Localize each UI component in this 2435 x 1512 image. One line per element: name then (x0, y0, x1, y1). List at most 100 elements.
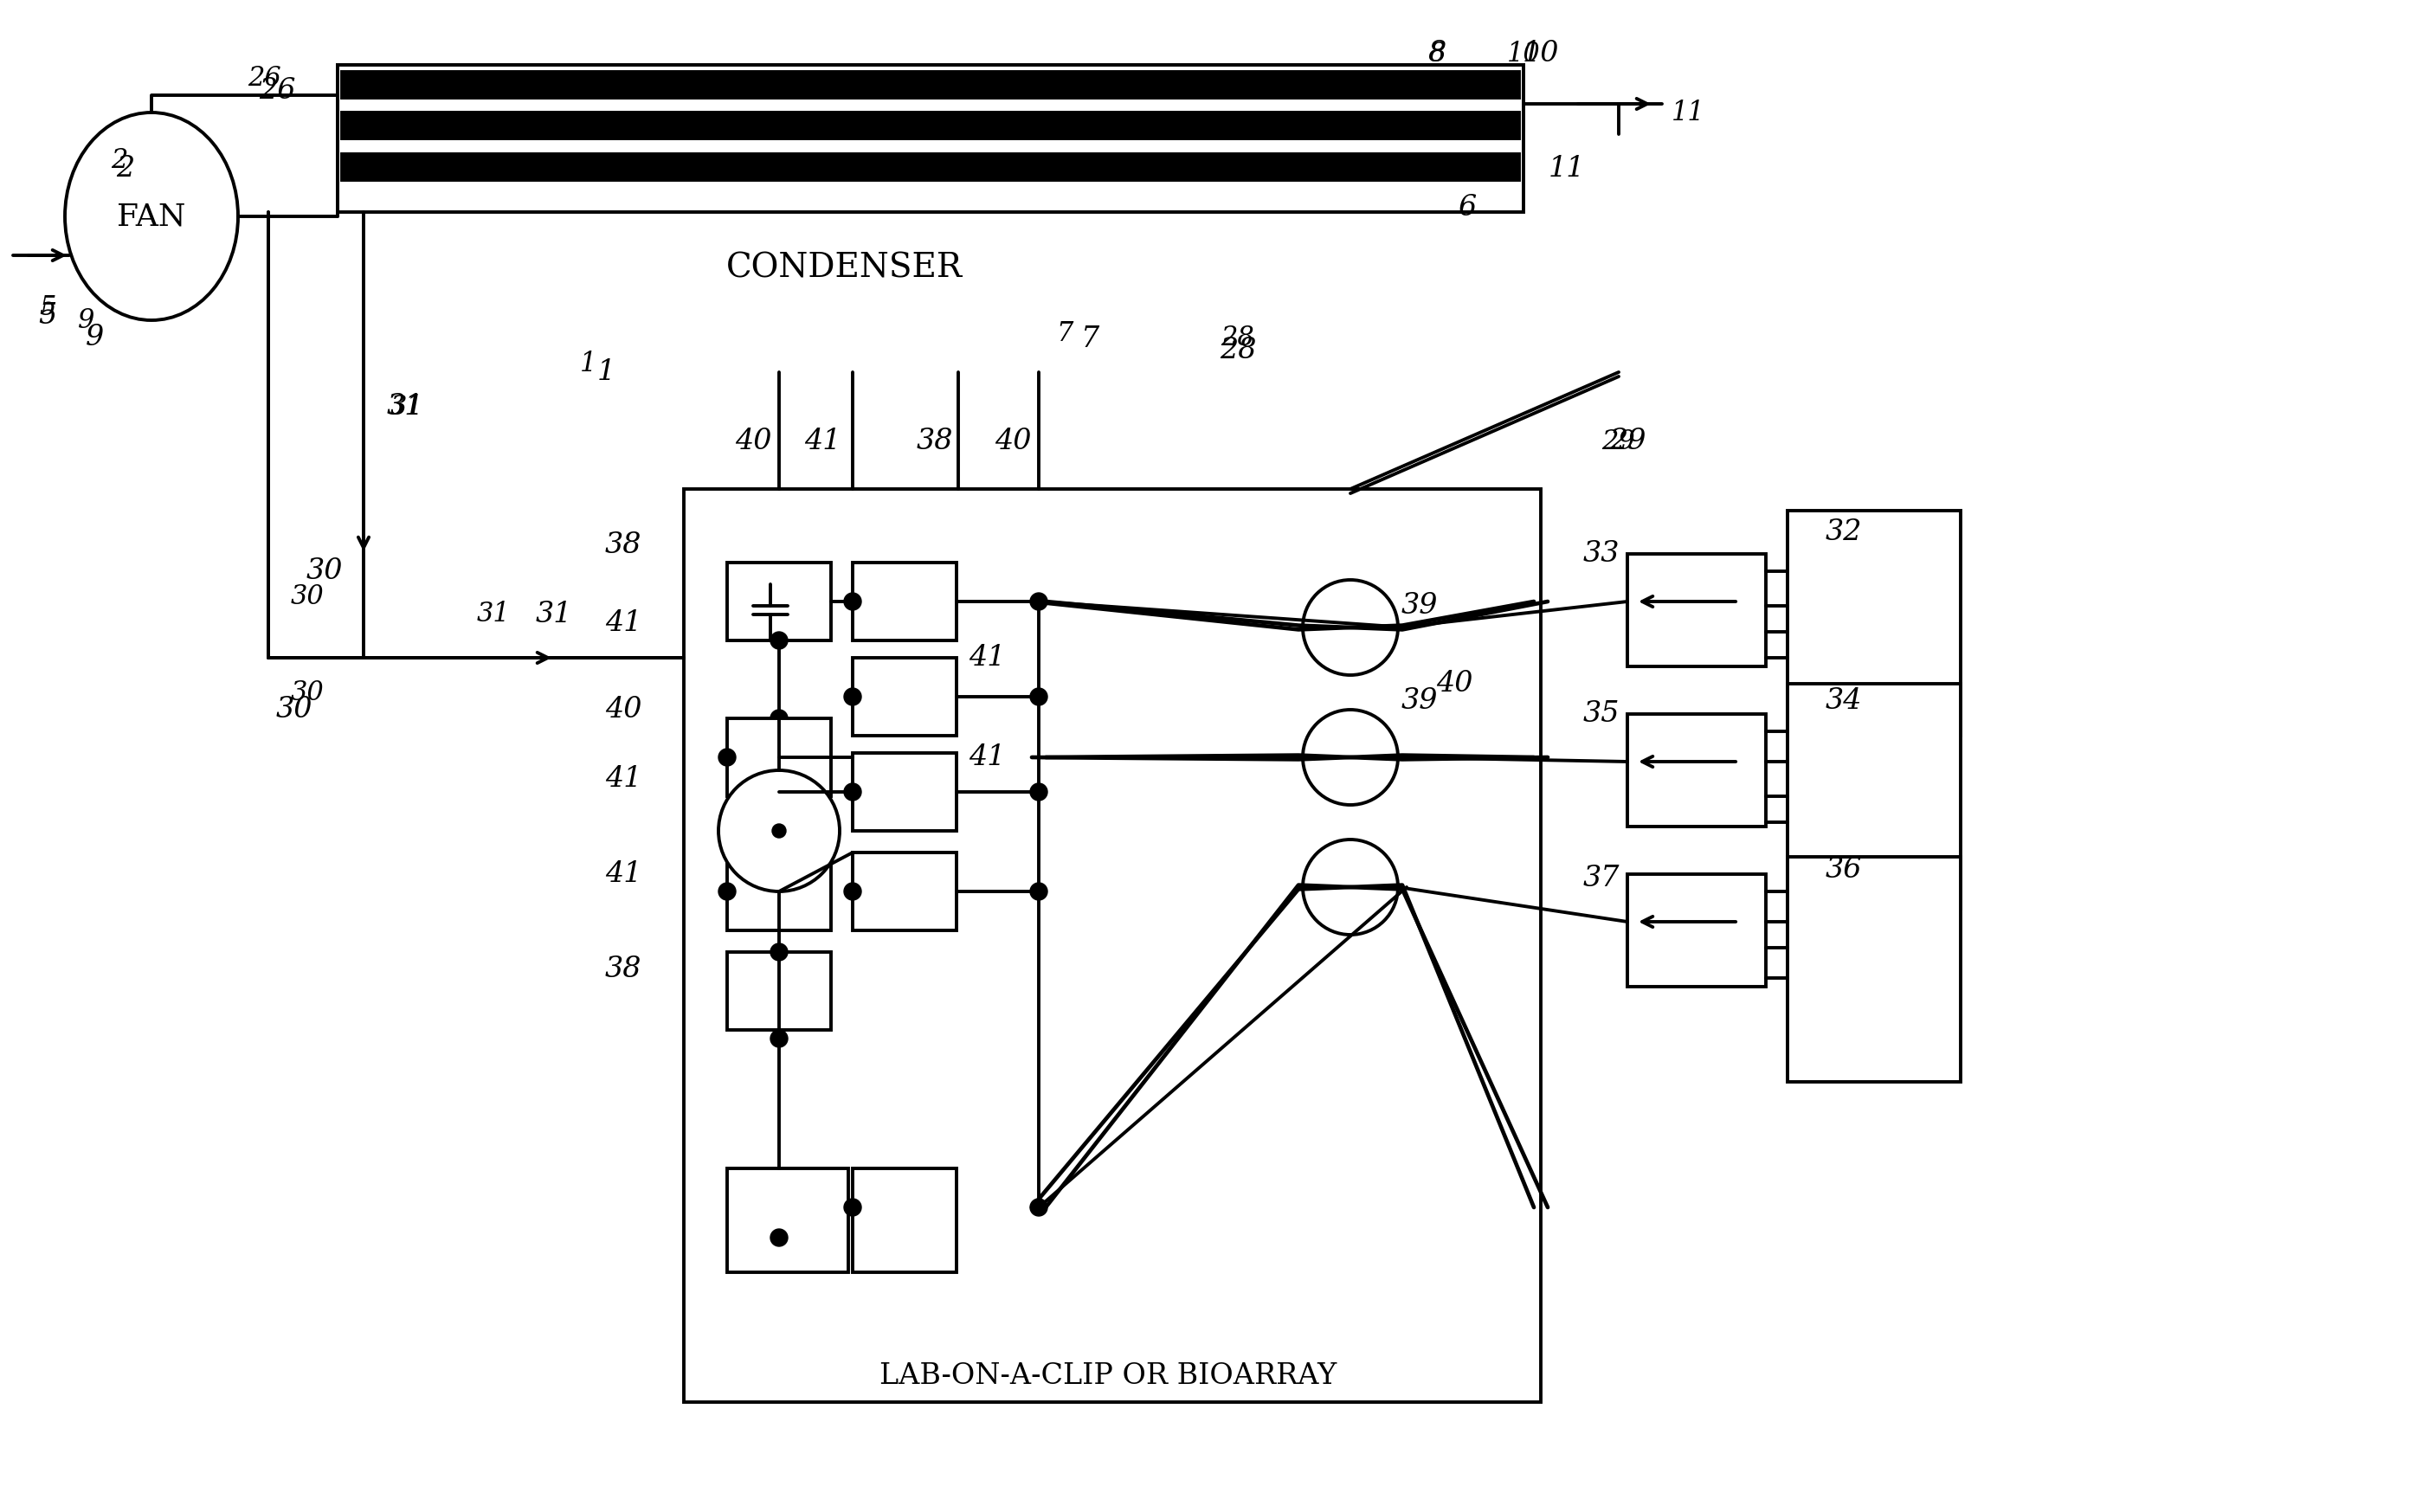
Bar (852, 753, 957, 832)
Text: 38: 38 (916, 428, 952, 455)
Text: 6: 6 (1490, 156, 1505, 181)
Text: 41: 41 (969, 744, 1006, 771)
Circle shape (1030, 1199, 1047, 1216)
Circle shape (845, 783, 862, 800)
Bar (338, 65, 1524, 212)
Text: 9: 9 (85, 324, 105, 351)
Ellipse shape (66, 112, 239, 321)
Bar (1787, 683, 1960, 909)
Text: 7: 7 (1057, 321, 1074, 346)
Bar (852, 658, 957, 736)
Text: 6: 6 (1459, 194, 1476, 222)
Bar (852, 562, 957, 641)
Circle shape (1030, 883, 1047, 900)
Text: 9: 9 (78, 307, 95, 334)
Text: 31: 31 (536, 600, 572, 629)
Text: 37: 37 (1583, 865, 1619, 892)
Text: 10: 10 (1507, 41, 1541, 67)
Text: LAB-ON-A-CLIP OR BIOARRAY: LAB-ON-A-CLIP OR BIOARRAY (879, 1362, 1337, 1390)
Bar (728, 853, 830, 930)
Bar (1627, 714, 1765, 827)
Text: 29: 29 (1610, 428, 1646, 455)
Circle shape (718, 748, 735, 767)
Text: 41: 41 (604, 609, 643, 637)
Circle shape (845, 883, 862, 900)
Bar (728, 953, 830, 1030)
Text: 11: 11 (1549, 154, 1585, 183)
Bar (1627, 874, 1765, 987)
Bar (728, 718, 830, 797)
Text: 34: 34 (1826, 686, 1863, 715)
Text: 7: 7 (1081, 325, 1101, 354)
Bar (341, 154, 1519, 180)
Circle shape (769, 709, 787, 727)
Bar (1787, 511, 1960, 736)
Bar (852, 1169, 957, 1272)
Text: 2: 2 (117, 154, 134, 183)
Text: 31: 31 (477, 602, 511, 627)
Text: 26: 26 (248, 65, 280, 91)
Text: 28: 28 (1220, 324, 1254, 351)
Circle shape (1303, 839, 1398, 934)
Bar (338, 74, 1515, 121)
Circle shape (718, 770, 840, 892)
Text: 41: 41 (604, 860, 643, 888)
Bar (338, 135, 1515, 181)
Text: 40: 40 (735, 428, 772, 455)
Text: 26: 26 (258, 77, 295, 104)
Text: 39: 39 (1400, 593, 1439, 620)
Text: 30: 30 (275, 696, 312, 724)
Text: 2: 2 (112, 147, 129, 174)
Text: 40: 40 (604, 696, 643, 724)
Text: 35: 35 (1583, 700, 1619, 727)
Text: 40: 40 (1437, 670, 1473, 697)
Circle shape (845, 1199, 862, 1216)
Circle shape (845, 688, 862, 706)
Circle shape (1030, 783, 1047, 800)
Circle shape (845, 593, 862, 611)
Text: 8: 8 (1427, 39, 1446, 68)
Bar (728, 1169, 847, 1272)
Text: 30: 30 (307, 558, 343, 585)
Circle shape (769, 1030, 787, 1048)
Circle shape (769, 1229, 787, 1246)
Text: 41: 41 (804, 428, 840, 455)
Text: 29: 29 (1602, 428, 1636, 455)
Text: 33: 33 (1583, 540, 1619, 569)
Text: 38: 38 (604, 531, 643, 559)
Text: 40: 40 (993, 428, 1030, 455)
Text: 11: 11 (1670, 100, 1704, 125)
Text: FAN: FAN (117, 201, 185, 231)
Bar (341, 73, 1519, 98)
Text: 38: 38 (604, 956, 643, 983)
Text: 30: 30 (290, 584, 324, 611)
Bar (338, 65, 1524, 130)
Circle shape (772, 824, 787, 838)
Text: 5: 5 (39, 302, 56, 330)
Text: 36: 36 (1826, 856, 1863, 883)
Text: 1: 1 (580, 351, 597, 376)
Bar (852, 853, 957, 930)
Text: 1: 1 (597, 358, 616, 386)
Text: CONDENSER: CONDENSER (726, 253, 962, 284)
Bar (1627, 553, 1765, 667)
Text: 8: 8 (1429, 41, 1446, 67)
Circle shape (769, 943, 787, 960)
Circle shape (1030, 593, 1047, 611)
Text: 32: 32 (1826, 519, 1863, 546)
Bar (684, 488, 1541, 1402)
Text: 28: 28 (1220, 337, 1256, 364)
Text: 30: 30 (290, 679, 324, 706)
Text: 31: 31 (387, 393, 424, 420)
Text: 5: 5 (39, 293, 56, 321)
Circle shape (718, 883, 735, 900)
Bar (728, 562, 830, 641)
Circle shape (1303, 581, 1398, 674)
Bar (341, 112, 1519, 139)
Text: 10: 10 (1522, 39, 1558, 68)
Text: 31: 31 (390, 393, 424, 420)
Text: 41: 41 (604, 765, 643, 792)
Circle shape (1030, 688, 1047, 706)
Text: 39: 39 (1400, 686, 1439, 715)
Circle shape (769, 632, 787, 649)
